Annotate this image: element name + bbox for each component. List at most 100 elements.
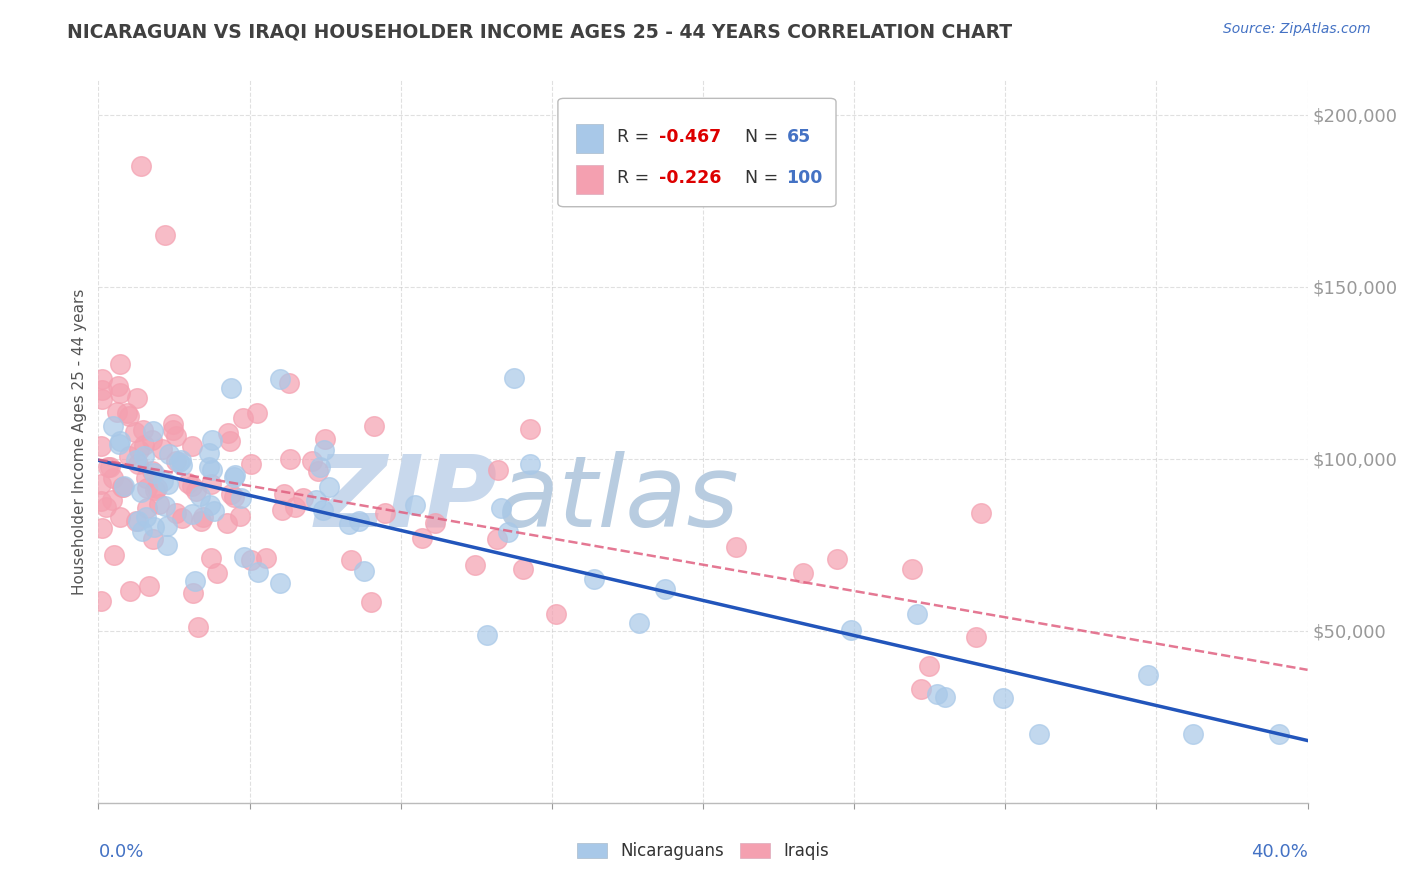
Point: [201, 463, 224, 477]
Point: [180, 479, 202, 493]
Point: [162, 417, 184, 431]
Point: [142, 532, 165, 546]
Point: [307, 464, 329, 478]
Point: [125, 391, 148, 405]
Point: [193, 510, 215, 524]
Text: -0.467: -0.467: [659, 128, 721, 145]
Point: [110, 434, 132, 448]
Point: [905, 607, 928, 622]
Point: [353, 564, 375, 578]
Point: [254, 551, 277, 566]
Point: [1182, 727, 1205, 741]
Point: [135, 481, 157, 495]
Point: [136, 501, 159, 516]
Point: [314, 443, 336, 458]
Point: [188, 489, 211, 503]
Point: [202, 503, 225, 517]
Point: [90, 439, 112, 453]
Point: [108, 386, 131, 401]
Text: 40.0%: 40.0%: [1251, 843, 1308, 861]
Point: [110, 510, 132, 524]
Point: [143, 483, 166, 497]
Point: [1028, 727, 1050, 741]
Point: [148, 497, 170, 511]
Point: [165, 454, 187, 468]
Point: [132, 423, 155, 437]
Point: [165, 429, 187, 443]
Point: [839, 623, 862, 637]
Point: [269, 576, 291, 591]
Point: [271, 503, 294, 517]
Point: [94, 500, 117, 514]
Point: [934, 690, 956, 704]
Point: [124, 453, 146, 467]
Point: [157, 477, 180, 491]
Point: [156, 518, 179, 533]
Point: [519, 422, 541, 436]
Point: [180, 507, 202, 521]
Point: [503, 371, 526, 385]
Point: [991, 690, 1014, 705]
Text: 100: 100: [786, 169, 823, 186]
Point: [221, 487, 243, 501]
Point: [103, 419, 125, 434]
Point: [90, 372, 112, 386]
Text: atlas: atlas: [498, 450, 740, 548]
Point: [309, 460, 332, 475]
Point: [177, 476, 200, 491]
Point: [232, 410, 254, 425]
Point: [127, 514, 149, 528]
Point: [112, 479, 135, 493]
Point: [181, 585, 204, 599]
Point: [827, 552, 849, 566]
Point: [153, 228, 176, 243]
Point: [512, 562, 534, 576]
Point: [232, 550, 254, 565]
Point: [627, 616, 650, 631]
Point: [141, 433, 163, 447]
Text: 65: 65: [786, 128, 811, 145]
Point: [128, 443, 150, 458]
Point: [222, 491, 245, 505]
Point: [314, 432, 336, 446]
Point: [142, 424, 165, 438]
Point: [198, 446, 221, 460]
Point: [544, 607, 567, 621]
Point: [135, 471, 157, 485]
Point: [239, 458, 262, 472]
Point: [108, 358, 131, 372]
Point: [311, 503, 333, 517]
Point: [925, 687, 948, 701]
Point: [142, 467, 165, 481]
Point: [153, 499, 176, 513]
Point: [141, 464, 163, 478]
Point: [239, 553, 262, 567]
Point: [162, 423, 184, 437]
Point: [110, 479, 132, 493]
Point: [201, 433, 224, 447]
Point: [90, 493, 112, 508]
Point: [103, 548, 125, 562]
Point: [349, 514, 371, 528]
Point: [200, 551, 222, 566]
Point: [910, 682, 932, 697]
Point: [170, 458, 193, 473]
Point: [404, 498, 426, 512]
Point: [360, 595, 382, 609]
Point: [221, 381, 243, 395]
Point: [152, 474, 174, 488]
Text: R =: R =: [617, 128, 655, 145]
Point: [135, 510, 157, 524]
Point: [496, 524, 519, 539]
Point: [423, 516, 446, 531]
Point: [129, 484, 152, 499]
Point: [200, 477, 222, 491]
Point: [231, 491, 253, 505]
Point: [1268, 727, 1291, 741]
Point: [217, 426, 239, 441]
Point: [131, 524, 153, 538]
Point: [224, 468, 246, 483]
Text: ZIP: ZIP: [315, 450, 498, 548]
Point: [180, 439, 202, 453]
Point: [112, 479, 135, 493]
